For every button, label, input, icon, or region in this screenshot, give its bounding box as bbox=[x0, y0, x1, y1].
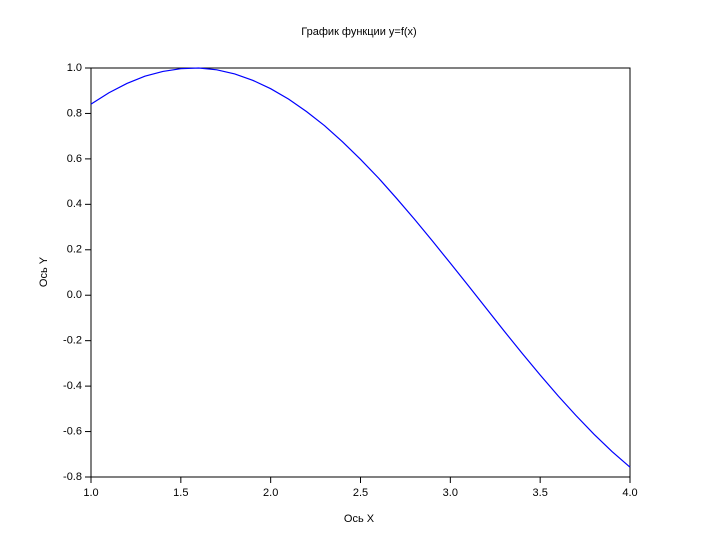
chart-title: График функции y=f(x) bbox=[301, 26, 416, 38]
plot-frame bbox=[90, 67, 631, 478]
y-tick-label: 0.6 bbox=[67, 153, 82, 165]
x-tick-label: 2.5 bbox=[353, 487, 368, 499]
y-tick-label: 0.8 bbox=[67, 107, 82, 119]
y-tick-label: -0.2 bbox=[63, 335, 82, 347]
y-tick-label: -0.4 bbox=[63, 380, 82, 392]
x-tick-label: 3.0 bbox=[443, 487, 458, 499]
y-axis-label: Ось Y bbox=[38, 256, 50, 287]
y-tick-label: 1.0 bbox=[67, 62, 82, 74]
y-tick-label: 0.4 bbox=[67, 198, 82, 210]
y-tick-label: 0.0 bbox=[67, 289, 82, 301]
x-tick-label: 1.0 bbox=[83, 487, 98, 499]
x-tick-label: 2.0 bbox=[263, 487, 278, 499]
x-tick-label: 1.5 bbox=[173, 487, 188, 499]
x-axis-label: Ось X bbox=[344, 513, 375, 525]
y-tick-label: -0.6 bbox=[63, 425, 82, 437]
x-tick-label: 4.0 bbox=[622, 487, 637, 499]
x-tick-label: 3.5 bbox=[533, 487, 548, 499]
y-tick-label: -0.8 bbox=[63, 471, 82, 483]
y-tick-label: 0.2 bbox=[67, 244, 82, 256]
line-series bbox=[90, 67, 631, 468]
